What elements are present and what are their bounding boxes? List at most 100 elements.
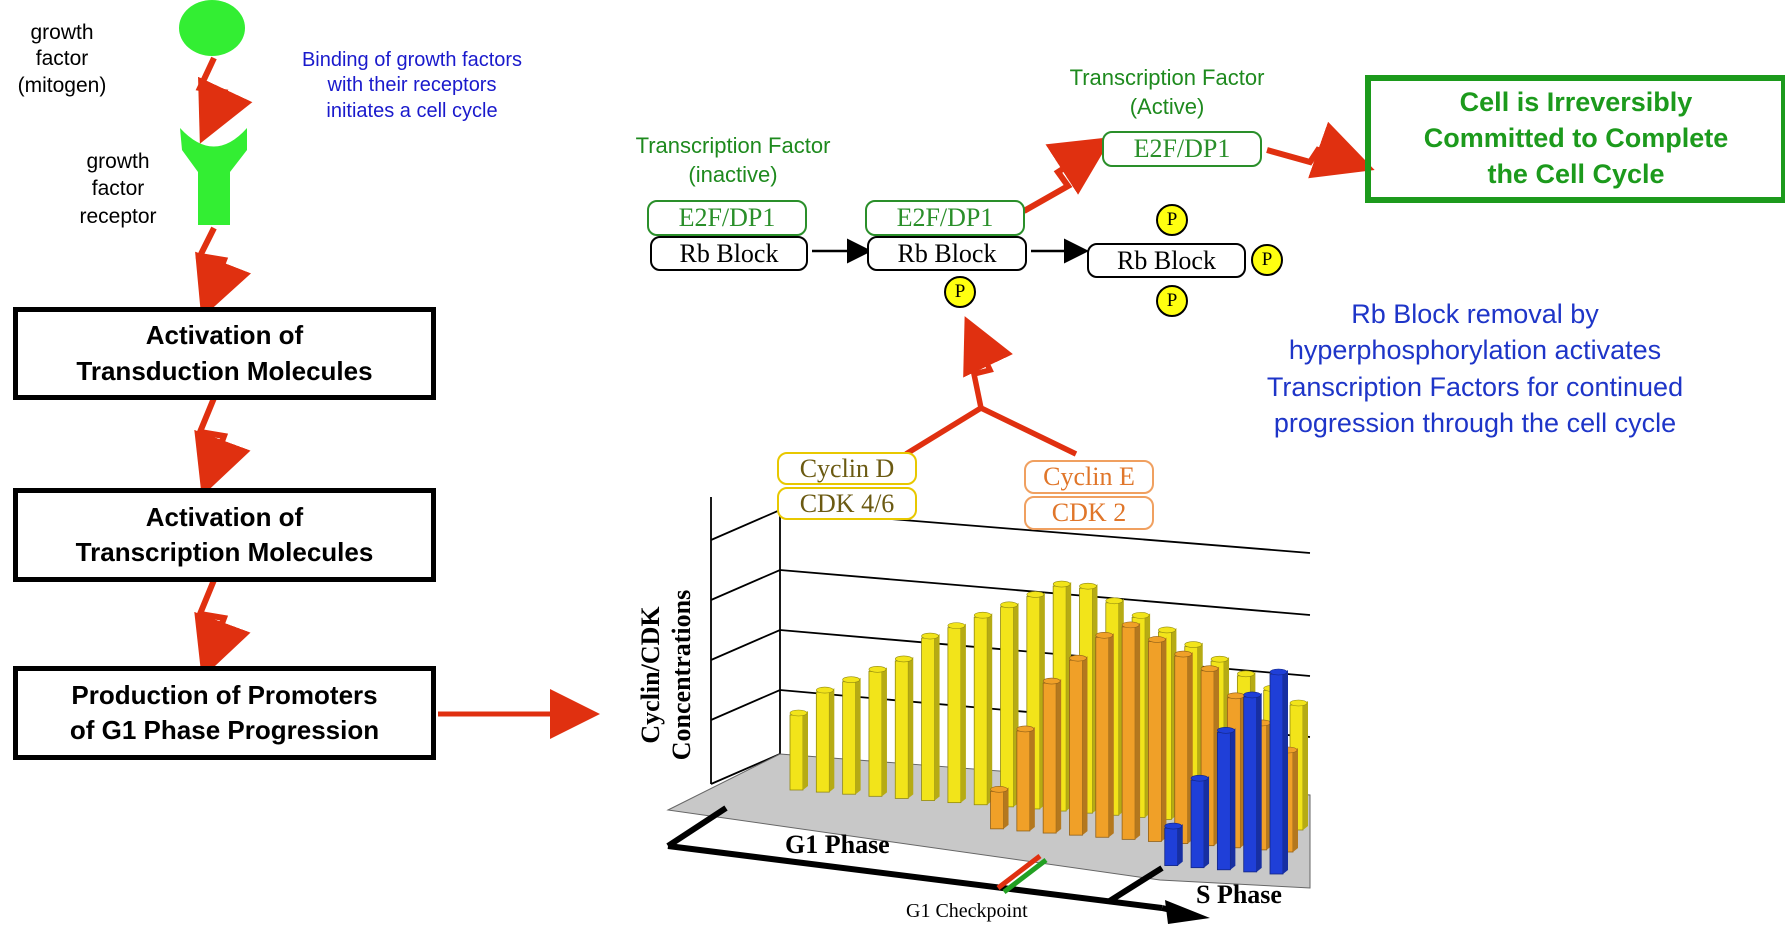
- bar-top-0-15: [1184, 641, 1203, 648]
- rb-block-3: Rb Block: [1087, 243, 1246, 278]
- signal-arrow: [194, 396, 251, 497]
- bar-top-1-17: [1227, 692, 1245, 700]
- bar-side-1-13: [1135, 622, 1141, 840]
- bar-side-0-0: [803, 711, 808, 790]
- bar-0-6: [947, 627, 962, 804]
- bar-top-1-16: [1200, 665, 1219, 672]
- bar-2-18: [1243, 696, 1258, 873]
- bar-top-0-10: [1052, 580, 1071, 588]
- cyclin-fork: [904, 316, 1078, 457]
- bar-top-0-8: [1000, 601, 1018, 609]
- bar-side-0-1: [829, 688, 835, 793]
- bar-1-12: [1095, 636, 1110, 838]
- checkpoint-marker-red: [996, 854, 1042, 890]
- bar-side-0-19: [1303, 701, 1308, 830]
- bar-side-0-6: [960, 623, 966, 803]
- active-factor-label: Transcription Factor (Active): [1069, 65, 1265, 119]
- bar-1-15: [1174, 655, 1189, 844]
- chart-bars: [789, 580, 1308, 875]
- bar-top-1-10: [1042, 677, 1061, 685]
- phosphate-badge-top: P: [1156, 204, 1188, 236]
- committed-box: Cell is Irreversibly Committed to Comple…: [1365, 75, 1785, 203]
- e2f-binding: E2F/DP1: [865, 200, 1025, 236]
- bar-top-0-4: [894, 655, 913, 663]
- bar-top-0-14: [1158, 626, 1176, 634]
- bar-top-1-13: [1121, 621, 1140, 629]
- bar-1-8: [990, 790, 1004, 830]
- bar-1-14: [1148, 641, 1162, 842]
- bar-top-1-11: [1069, 654, 1087, 662]
- e2f-active: E2F/DP1: [1102, 131, 1262, 167]
- bar-2-15: [1164, 827, 1179, 866]
- commit-arrow: [1266, 121, 1375, 179]
- bar-0-5: [921, 637, 935, 801]
- signal-arrow: [194, 578, 251, 679]
- bar-side-0-7: [987, 613, 993, 805]
- bar-0-8: [1000, 606, 1014, 808]
- bar-side-1-8: [1003, 787, 1009, 829]
- bar-2-19: [1269, 673, 1284, 875]
- bar-top-0-5: [921, 632, 939, 640]
- phosphate-badge-right: P: [1251, 244, 1283, 276]
- bar-top-1-8: [990, 786, 1008, 793]
- bar-top-0-3: [868, 666, 887, 673]
- bar-0-0: [789, 714, 804, 791]
- bar-top-2-15: [1164, 822, 1183, 830]
- bar-side-1-14: [1161, 637, 1167, 842]
- bar-1-13: [1121, 626, 1136, 840]
- bar-side-0-3: [881, 667, 887, 797]
- bar-top-2-19: [1269, 668, 1288, 676]
- bar-top-0-16: [1210, 655, 1229, 663]
- bar-top-0-13: [1131, 612, 1150, 619]
- bar-top-1-14: [1148, 636, 1166, 643]
- bar-top-0-6: [947, 622, 966, 629]
- bar-top-0-7: [973, 611, 992, 619]
- g1-phase-label: G1 Phase: [785, 830, 890, 859]
- checkpoint-label: G1 Checkpoint: [906, 900, 1028, 922]
- mitogen-label: growth factor (mitogen): [17, 21, 107, 97]
- bar-side-0-4: [908, 656, 914, 799]
- cdk46-label: CDK 4/6: [777, 487, 917, 520]
- bar-side-1-12: [1108, 633, 1114, 838]
- step-transcription: Activation of Transcription Molecules: [13, 488, 436, 582]
- bar-side-1-11: [1082, 656, 1088, 836]
- bar-side-0-2: [855, 677, 861, 795]
- checkpoint-marker-green: [1002, 858, 1048, 894]
- bar-1-9: [1016, 730, 1031, 832]
- inactive-factor-label: Transcription Factor (inactive): [635, 133, 831, 187]
- bar-top-1-12: [1095, 631, 1114, 639]
- signal-arrow: [195, 56, 253, 144]
- bar-top-0-19: [1289, 699, 1308, 707]
- bar-top-1-9: [1016, 725, 1035, 733]
- bar-top-2-17: [1217, 726, 1235, 734]
- step-transduction: Activation of Transduction Molecules: [13, 307, 436, 400]
- cyclin-e-label: Cyclin E: [1024, 460, 1154, 494]
- cdk2-label: CDK 2: [1024, 496, 1154, 530]
- e2f-inactive: E2F/DP1: [647, 200, 807, 236]
- bar-side-2-15: [1177, 824, 1183, 866]
- rb-block-1: Rb Block: [650, 236, 808, 271]
- bar-top-0-11: [1079, 582, 1097, 590]
- signal-arrow: [195, 226, 252, 319]
- bar-top-1-15: [1174, 650, 1193, 658]
- bar-top-0-2: [842, 676, 860, 684]
- bar-side-2-19: [1283, 670, 1288, 874]
- step-promoters: Production of Promoters of G1 Phase Prog…: [13, 666, 436, 760]
- phosphate-badge-bottom: P: [1156, 285, 1188, 317]
- s-phase-label: S Phase: [1196, 880, 1282, 909]
- signal-arrows: [194, 56, 253, 679]
- activation-arrow: [1022, 136, 1113, 214]
- bar-2-16: [1190, 779, 1205, 869]
- chart-ylabel: Cyclin/CDK Concentrations: [636, 589, 697, 761]
- bar-0-4: [894, 660, 909, 799]
- bar-top-2-16: [1190, 774, 1209, 782]
- bar-side-1-10: [1056, 679, 1062, 834]
- bar-side-1-9: [1029, 726, 1035, 831]
- bar-top-0-17: [1237, 670, 1255, 678]
- bar-side-2-16: [1204, 776, 1210, 868]
- rb-removal-note: Rb Block removal by hyperphosphorylation…: [1266, 299, 1684, 439]
- receptor-label: growth factor receptor: [79, 150, 157, 228]
- bar-top-0-12: [1105, 597, 1124, 605]
- bar-top-0-1: [816, 686, 834, 694]
